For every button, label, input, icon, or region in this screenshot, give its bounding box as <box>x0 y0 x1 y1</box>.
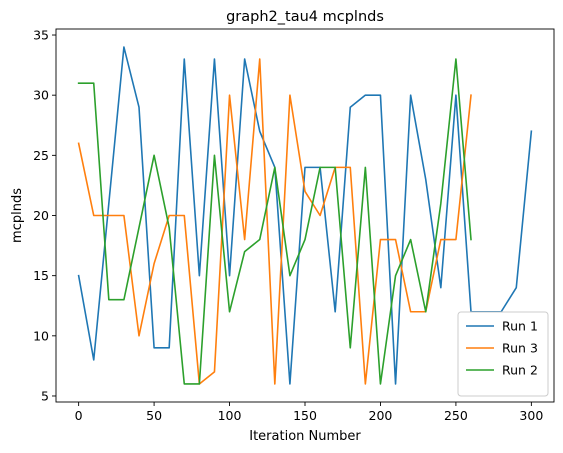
x-tick-label: 100 <box>218 408 242 423</box>
y-axis-ticks: 5 10 15 20 25 30 35 <box>33 28 56 403</box>
y-tick-label: 30 <box>33 88 49 103</box>
x-tick-label: 150 <box>293 408 317 423</box>
x-tick-label: 250 <box>444 408 468 423</box>
legend-label: Run 2 <box>502 363 538 378</box>
x-tick-label: 50 <box>146 408 162 423</box>
legend: Run 1 Run 3 Run 2 <box>457 311 549 397</box>
y-tick-label: 5 <box>41 388 49 403</box>
x-tick-label: 300 <box>519 408 543 423</box>
y-axis-label: mcplnds <box>10 188 25 243</box>
y-tick-label: 15 <box>33 268 49 283</box>
chart-title: graph2_tau4 mcplnds <box>226 9 384 25</box>
series-line-run-3 <box>77 58 472 385</box>
x-axis-label: Iteration Number <box>249 429 361 444</box>
series-line-run-2 <box>77 58 472 385</box>
x-tick-label: 200 <box>369 408 393 423</box>
y-tick-label: 20 <box>33 208 49 223</box>
legend-box <box>457 311 549 397</box>
x-tick-label: 0 <box>75 408 83 423</box>
y-tick-label: 10 <box>33 328 49 343</box>
y-tick-label: 35 <box>33 28 49 43</box>
series-layer <box>77 46 533 385</box>
series-line-run-1 <box>77 46 533 385</box>
y-tick-label: 25 <box>33 148 49 163</box>
x-axis-ticks: 0 50 100 150 200 250 300 <box>75 402 543 423</box>
legend-label: Run 1 <box>502 319 538 334</box>
legend-label: Run 3 <box>502 341 538 356</box>
